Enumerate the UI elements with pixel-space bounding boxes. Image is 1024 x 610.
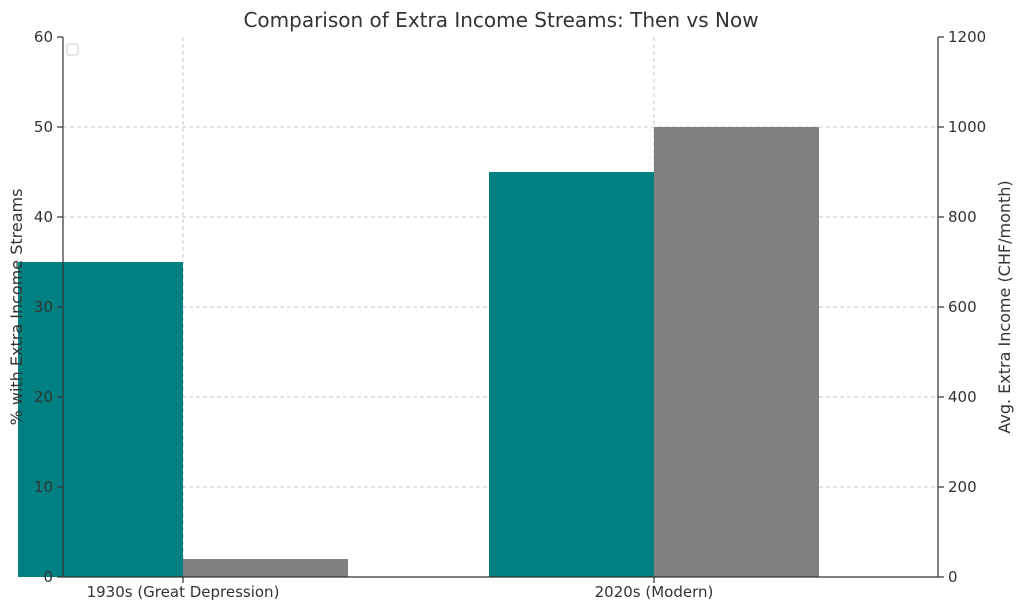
right-tick-label: 1000 [948, 118, 986, 136]
x-tick-label: 2020s (Modern) [595, 583, 714, 601]
left-tick-label: 0 [43, 568, 53, 586]
right-tick-label: 600 [948, 298, 977, 316]
bar [18, 262, 183, 577]
right-axis-label: Avg. Extra Income (CHF/month) [995, 180, 1014, 433]
left-tick-label: 10 [34, 478, 53, 496]
left-tick-label: 60 [34, 28, 53, 46]
right-tick-label: 0 [948, 568, 958, 586]
left-tick-label: 30 [34, 298, 53, 316]
chart-title: Comparison of Extra Income Streams: Then… [243, 8, 758, 32]
left-tick-label: 20 [34, 388, 53, 406]
right-tick-label: 1200 [948, 28, 986, 46]
bar [654, 127, 819, 577]
bars [18, 127, 819, 577]
left-axis-label: % with Extra Income Streams [7, 189, 26, 426]
left-tick-label: 40 [34, 208, 53, 226]
left-tick-label: 50 [34, 118, 53, 136]
x-tick-label: 1930s (Great Depression) [87, 583, 280, 601]
axes: 01020304050600200400600800100012001930s … [34, 28, 986, 601]
legend-box [66, 43, 79, 56]
bar [489, 172, 654, 577]
right-tick-label: 200 [948, 478, 977, 496]
bar [183, 559, 348, 577]
right-tick-label: 400 [948, 388, 977, 406]
right-tick-label: 800 [948, 208, 977, 226]
